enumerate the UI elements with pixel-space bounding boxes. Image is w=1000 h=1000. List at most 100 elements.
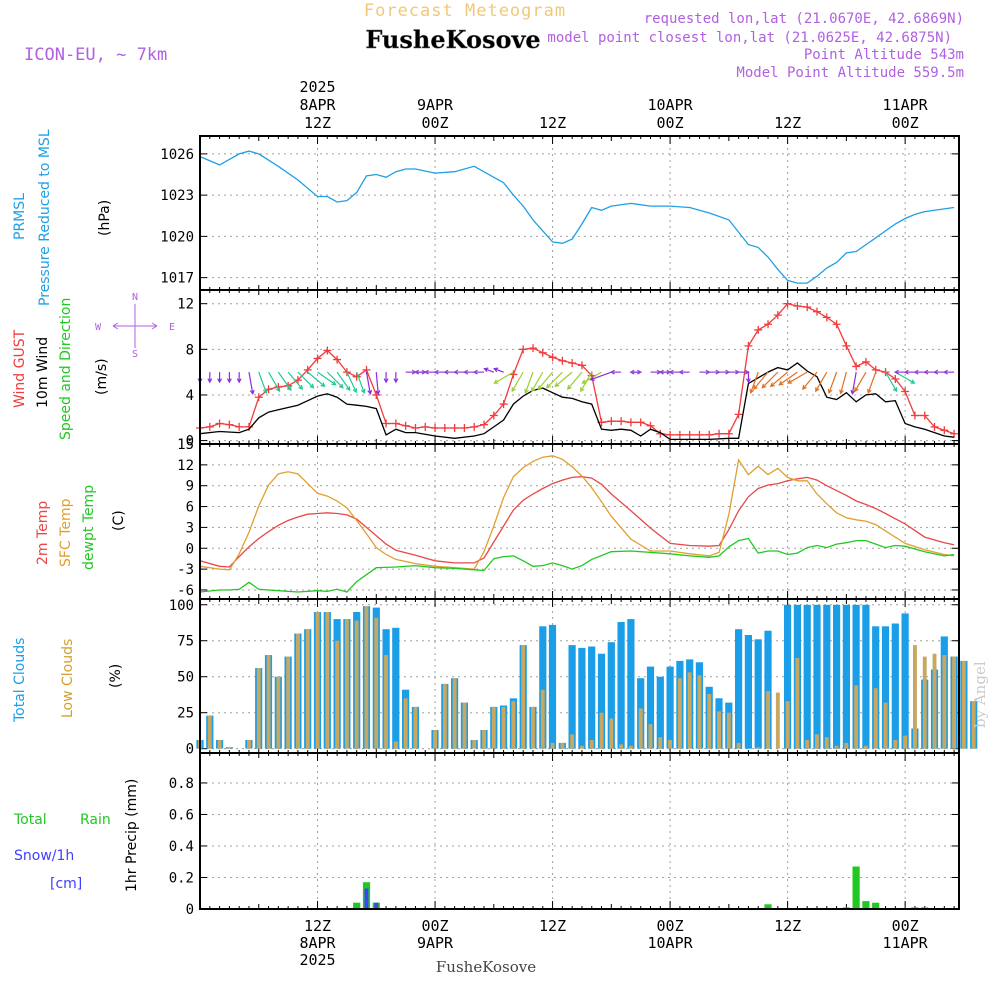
bar-low-clouds: [883, 702, 888, 749]
bar-total-clouds: [891, 623, 899, 749]
gust-marker: [754, 325, 763, 334]
bar-low-clouds: [433, 730, 437, 749]
model-altitude: Model Point Altitude 559.5m: [736, 65, 964, 81]
gust-marker: [342, 368, 351, 377]
bar-low-clouds: [942, 655, 947, 749]
bottom-axis-label: 00Z: [421, 917, 448, 935]
y-tick-label: 1023: [160, 188, 194, 204]
wind-arrow: [787, 371, 808, 384]
wind-arrow-head: [567, 384, 572, 390]
wind-arrow-head: [338, 383, 344, 389]
gust-marker: [675, 430, 684, 439]
watermark: by Angel: [971, 661, 989, 728]
gust-marker: [352, 372, 361, 381]
wind-arrow: [885, 371, 898, 392]
wind-arrow: [346, 371, 357, 393]
bar-low-clouds: [736, 742, 741, 749]
wind-arrow: [779, 371, 798, 386]
wind-arrow-head: [893, 369, 899, 375]
bar-low-clouds: [619, 744, 624, 749]
wind-arrow-head: [352, 388, 358, 394]
wind-arrow-head: [383, 378, 389, 384]
clouds-panel: 0 25 50 75 100: [169, 598, 978, 758]
bar-low-clouds: [717, 711, 721, 749]
total-clouds-ylabel: Total Clouds: [12, 638, 28, 723]
y-tick-label: 0: [186, 742, 194, 758]
y-tick-label: 6: [186, 500, 194, 516]
wind-arrow-head: [903, 369, 909, 375]
wind-arrow-head: [433, 369, 439, 375]
bar-low-clouds: [384, 655, 388, 749]
wind-arrow-head: [511, 387, 516, 393]
bar-low-clouds: [354, 620, 359, 749]
wind-arrow-head: [360, 388, 366, 394]
bar-total-rain: [353, 902, 361, 909]
series-line-10m-wind: [199, 362, 955, 441]
wind-arrow: [815, 371, 828, 392]
gust-marker: [881, 368, 890, 377]
pressure-ylabel-desc: Pressure Reduced to MSL: [37, 129, 53, 306]
wind-ylabel-dir: Speed and Direction: [58, 298, 74, 440]
location-name: FusheKosove: [365, 25, 540, 54]
gust-marker: [460, 424, 469, 433]
gust-marker: [519, 345, 528, 354]
precip-panel: 0 0.2 0.4 0.6 0.8: [169, 752, 960, 918]
gust-marker: [607, 417, 616, 426]
bar-total-clouds: [656, 676, 664, 749]
wind-arrow-head: [217, 378, 223, 384]
y-tick-label: 12: [177, 458, 194, 474]
panel-frame: [199, 752, 960, 910]
wind-arrow-head: [414, 369, 420, 375]
precip-ylabel: 1hr Precip (mm) Total Rain Snow/1h [cm]: [13, 779, 140, 892]
gust-marker: [715, 429, 724, 438]
top-axis-label: 00Z: [892, 114, 919, 132]
wind-arrow-head: [892, 387, 898, 393]
bottom-axis-label: 00Z: [657, 917, 684, 935]
y-tick-label: 100: [169, 598, 194, 614]
y-tick-label: 0: [186, 902, 194, 918]
precip-legend-snow: Snow/1h: [14, 848, 74, 864]
bar-low-clouds: [707, 694, 712, 749]
top-axis-label: 12Z: [304, 114, 331, 132]
gust-marker: [215, 419, 224, 428]
bar-low-clouds: [629, 745, 633, 749]
bottom-axis-label: 8APR: [299, 934, 336, 952]
gust-marker: [891, 374, 900, 383]
gust-marker: [431, 424, 440, 433]
wind-arrow: [753, 371, 769, 390]
series-line-dewpt-temp: [199, 537, 955, 593]
bar-low-clouds: [756, 747, 761, 749]
wind-arrow-head: [554, 382, 560, 388]
y-tick-label: 12: [177, 297, 194, 313]
bar-total-clouds: [539, 626, 547, 749]
wind-arrow: [770, 371, 788, 387]
bar-total-clouds: [842, 604, 850, 749]
gust-marker: [411, 424, 420, 433]
gust-marker: [577, 361, 586, 370]
wind-arrow-head: [839, 389, 844, 395]
bottom-axis-label: 2025: [299, 951, 335, 969]
bar-low-clouds: [854, 685, 859, 749]
wind-arrow-head: [761, 383, 767, 389]
wind-arrow-head: [472, 369, 478, 375]
y-tick-label: 50: [177, 670, 194, 686]
bar-low-clouds: [952, 656, 956, 749]
y-tick-label: 0.6: [169, 807, 194, 823]
compass-north: N: [132, 292, 138, 303]
bar-low-clouds: [961, 660, 966, 749]
bar-total-clouds: [627, 619, 635, 749]
bar-low-clouds: [462, 702, 467, 749]
wind-arrow: [365, 372, 371, 394]
series-line-2m-temp: [199, 476, 955, 568]
gust-marker: [920, 411, 929, 420]
t2m-ylabel: 2m Temp: [35, 501, 51, 565]
wind-arrow-head: [629, 369, 635, 375]
y-tick-label: 4: [186, 388, 194, 404]
wind-arrow-head: [850, 389, 856, 396]
bar-snow-1h: [374, 902, 379, 909]
bar-low-clouds: [609, 718, 614, 749]
model-name: ICON-EU, ~ 7km: [24, 45, 167, 65]
wind-arrow: [287, 371, 303, 390]
bar-total-clouds: [813, 604, 821, 749]
gust-marker: [744, 341, 753, 350]
